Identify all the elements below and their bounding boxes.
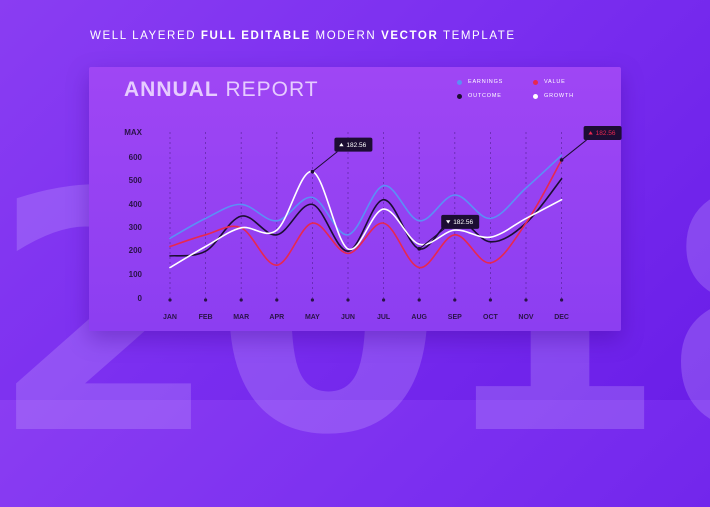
headline-part-2: FULL EDITABLE [200, 30, 311, 42]
y-tick-max: MAX [124, 128, 142, 137]
x-tick-sep: SEP [448, 314, 462, 321]
report-title-light: REPORT [218, 78, 319, 101]
x-tick-mar: MAR [233, 314, 249, 321]
annotation-up-arrow-icon [339, 142, 344, 147]
annotation-connector-dec [561, 139, 587, 161]
annotation-label-may: 182.56 [346, 142, 366, 149]
headline: WELL LAYERED FULL EDITABLE MODERN VECTOR… [90, 30, 516, 42]
x-tick-apr: APR [269, 314, 284, 321]
headline-part-1: WELL LAYERED [90, 30, 201, 42]
y-tick-500: 500 [129, 176, 143, 185]
grid-dot-sep [453, 298, 457, 302]
grid-dot-may [310, 298, 314, 302]
series-line-outcome [169, 177, 563, 257]
annotation-box-aug [441, 214, 480, 229]
legend-label-earnings: EARNINGS [468, 79, 504, 85]
x-tick-dec: DEC [554, 314, 569, 321]
grid-dot-mar [239, 298, 243, 302]
grid-dot-jan [168, 298, 172, 302]
annotation-down-arrow-icon [446, 220, 451, 224]
y-tick-200: 200 [129, 246, 143, 255]
annotation-point-dec [559, 158, 564, 162]
annotation-box-may [334, 137, 373, 152]
legend-dot-value [533, 79, 538, 85]
annotation-connector-aug [418, 228, 445, 250]
x-tick-feb: FEB [199, 314, 213, 321]
report-title-bold: ANNUAL [124, 78, 219, 101]
legend-item-earnings: EARNINGS [457, 79, 503, 85]
x-tick-jul: JUL [377, 314, 391, 321]
grid-dot-aug [417, 298, 421, 302]
grid-dot-jun [346, 298, 350, 302]
series-line-earnings [169, 154, 563, 240]
annotation-label-aug: 182.56 [453, 219, 473, 226]
line-chart: JAN FEB MAR APR MAY JUN JUL AUG SEP OCT NOV DEC MAX 6… [124, 125, 622, 321]
legend-dot-earnings [457, 79, 462, 85]
annotation-label-dec: 182.56 [596, 130, 616, 137]
annotation-point-may [310, 169, 315, 174]
grid-dot-feb [204, 298, 208, 302]
x-tick-nov: NOV [518, 314, 534, 321]
annotation-box-dec [583, 125, 622, 140]
x-tick-oct: OCT [483, 314, 499, 321]
x-tick-aug: AUG [411, 314, 427, 321]
legend-label-outcome: OUTCOME [468, 93, 502, 99]
legend-dot-outcome [457, 93, 462, 99]
y-tick-400: 400 [129, 200, 143, 209]
x-tick-jan: JAN [163, 314, 177, 321]
grid-dot-oct [488, 298, 492, 302]
y-tick-300: 300 [129, 223, 143, 232]
annotation-point-aug [417, 247, 422, 251]
headline-part-3: MODERN [310, 30, 382, 42]
y-tick-600: 600 [129, 153, 143, 162]
grid-dot-nov [524, 298, 528, 302]
grid-dot-dec [560, 298, 564, 302]
annotation-connector-may [312, 151, 338, 173]
report-title: ANNUAL REPORT [124, 78, 319, 102]
series-line-value [169, 159, 563, 269]
annotation-up-arrow-icon [588, 131, 593, 135]
legend-item-growth: GROWTH [533, 93, 574, 99]
headline-part-4: VECTOR [381, 30, 439, 42]
grid-dot-jul [382, 298, 386, 302]
legend-label-growth: GROWTH [544, 93, 574, 99]
y-tick-100: 100 [129, 270, 143, 279]
x-tick-may: MAY [305, 314, 320, 321]
legend-label-value: VALUE [544, 79, 566, 85]
series-line-growth [169, 170, 563, 269]
grid-dot-apr [275, 298, 279, 302]
legend-item-value: VALUE [533, 79, 566, 85]
legend-dot-growth [533, 93, 538, 99]
x-tick-jun: JUN [341, 314, 355, 321]
headline-part-5: TEMPLATE [438, 30, 516, 42]
y-tick-0: 0 [138, 294, 143, 303]
report-panel [89, 67, 621, 331]
legend-item-outcome: OUTCOME [457, 93, 502, 99]
